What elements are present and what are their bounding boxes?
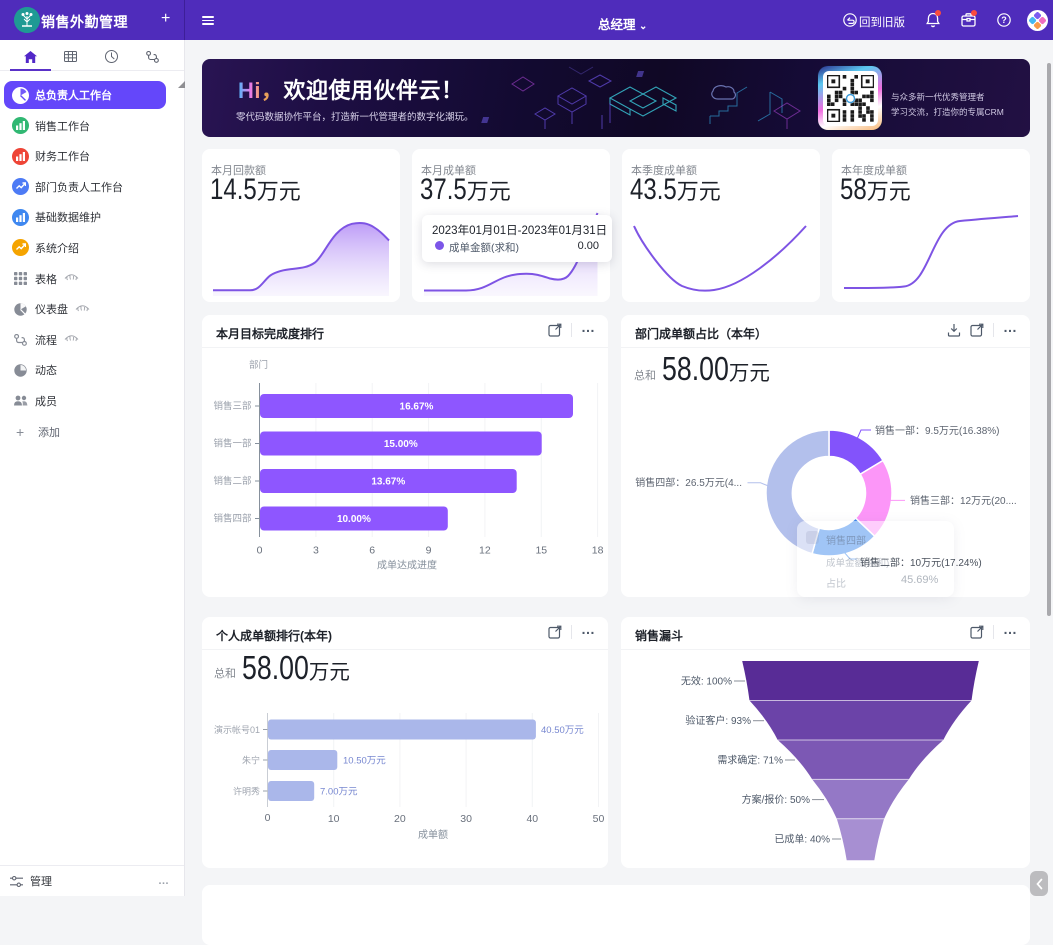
svg-text:无效: 100%: 无效: 100% [681,675,732,688]
svg-text:演示帐号01: 演示帐号01 [214,724,260,735]
svg-text:方案/报价: 50%: 方案/报价: 50% [742,793,810,806]
svg-text:成单达成进度: 成单达成进度 [377,559,437,572]
svg-text:12: 12 [479,545,491,557]
svg-text:销售三部：12万元(20....: 销售三部：12万元(20.... [910,494,1017,507]
svg-text:3: 3 [313,545,319,557]
svg-text:许明秀: 许明秀 [233,786,260,797]
svg-text:6: 6 [369,545,375,557]
svg-text:0: 0 [265,812,271,824]
svg-text:销售一部: 销售一部 [213,438,251,450]
svg-text:?: ? [1001,15,1007,25]
svg-text:15: 15 [535,545,547,557]
svg-text:18: 18 [592,545,604,557]
svg-text:10: 10 [328,813,340,825]
svg-text:7.00万元: 7.00万元 [320,787,358,798]
svg-text:销售一部：9.5万元(16.38%): 销售一部：9.5万元(16.38%) [875,424,999,437]
svg-text:16.67%: 16.67% [400,402,434,413]
svg-text:0: 0 [257,545,263,557]
svg-text:销售四部：26.5万元(4...: 销售四部：26.5万元(4... [635,476,742,489]
svg-text:13.67%: 13.67% [371,477,405,488]
svg-text:销售三部: 销售三部 [213,400,251,412]
svg-text:10.50万元: 10.50万元 [343,756,386,767]
svg-text:已成单: 40%: 已成单: 40% [774,834,830,846]
svg-text:9: 9 [426,545,432,557]
svg-text:30: 30 [460,813,472,825]
svg-text:50: 50 [593,813,605,825]
svg-text:销售四部: 销售四部 [213,513,251,525]
svg-text:40.50万元: 40.50万元 [541,725,584,736]
svg-text:需求确定: 71%: 需求确定: 71% [717,754,783,767]
svg-text:40: 40 [526,813,538,825]
svg-text:10.00%: 10.00% [337,514,371,525]
svg-text:成单额: 成单额 [418,828,448,841]
svg-text:验证客户: 93%: 验证客户: 93% [685,714,751,727]
svg-text:销售二部: 销售二部 [213,475,251,487]
svg-text:20: 20 [394,813,406,825]
svg-text:部门: 部门 [249,359,268,371]
svg-text:朱宁: 朱宁 [242,755,260,766]
svg-text:15.00%: 15.00% [384,439,418,450]
